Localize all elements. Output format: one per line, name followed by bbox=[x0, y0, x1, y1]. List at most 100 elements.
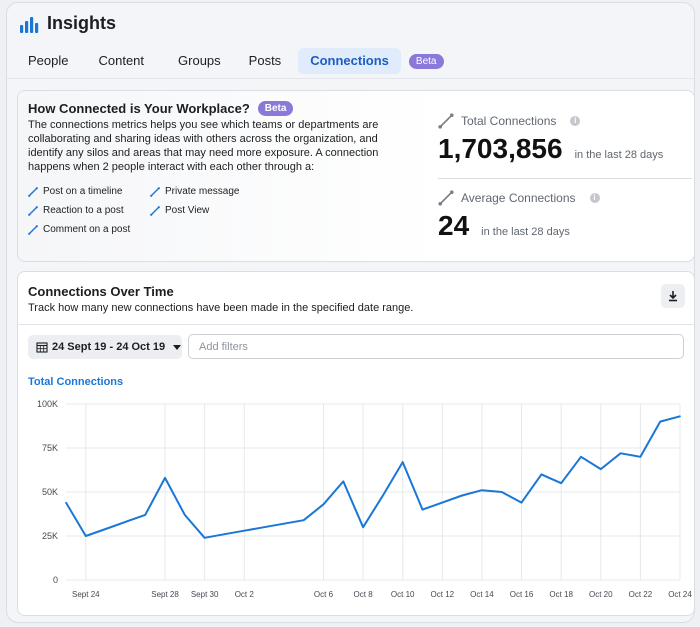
x-tick-label: Oct 20 bbox=[589, 590, 613, 599]
total-connections-value: 1,703,856 bbox=[438, 133, 563, 164]
data-point bbox=[362, 526, 364, 528]
data-point bbox=[520, 501, 523, 504]
method-item: Post on a timeline bbox=[28, 186, 123, 197]
card-divider bbox=[18, 324, 694, 325]
x-tick-label: Oct 8 bbox=[354, 590, 374, 599]
bar-chart-icon bbox=[20, 16, 39, 33]
download-button[interactable] bbox=[661, 284, 685, 308]
connection-line-icon bbox=[438, 190, 454, 206]
data-point bbox=[203, 536, 206, 539]
x-tick-label: Oct 18 bbox=[549, 590, 573, 599]
over-time-subtitle: Track how many new connections have been… bbox=[28, 302, 414, 314]
data-point bbox=[243, 529, 246, 532]
intro-title: How Connected is Your Workplace? bbox=[28, 101, 250, 116]
info-icon[interactable]: i bbox=[589, 193, 600, 203]
data-point bbox=[639, 456, 642, 458]
download-icon bbox=[669, 291, 677, 302]
data-point bbox=[85, 535, 87, 537]
data-point bbox=[124, 521, 127, 523]
connection-line-icon bbox=[150, 186, 160, 197]
average-connections-label: Average Connections bbox=[461, 191, 576, 205]
tab-content[interactable]: Content bbox=[98, 53, 145, 68]
connected-workplace-card: How Connected is Your Workplace? Beta Th… bbox=[17, 90, 694, 262]
data-point bbox=[540, 473, 543, 476]
data-point bbox=[401, 461, 404, 463]
data-point bbox=[382, 494, 384, 497]
chart-series-title: Total Connections bbox=[28, 376, 124, 388]
tab-bar: People Content Groups Posts Connections … bbox=[17, 48, 444, 74]
method-item: Post View bbox=[150, 205, 209, 216]
intro-title-row: How Connected is Your Workplace? Beta bbox=[28, 101, 294, 116]
method-item: Private message bbox=[150, 186, 239, 197]
data-point bbox=[679, 415, 681, 418]
data-point bbox=[65, 501, 67, 504]
intro-beta-badge: Beta bbox=[257, 101, 294, 116]
x-tick-label: Oct 2 bbox=[235, 590, 255, 599]
data-point bbox=[342, 480, 345, 483]
insights-window: Insights People Content Groups Posts Con… bbox=[6, 2, 695, 623]
data-point bbox=[481, 489, 483, 492]
data-point bbox=[302, 519, 305, 521]
total-connections-stat: Total Connections i 1,703,856 in the las… bbox=[438, 113, 663, 165]
stat-divider bbox=[438, 178, 692, 179]
data-point bbox=[659, 420, 661, 423]
x-tick-label: Sept 28 bbox=[151, 590, 179, 599]
data-point bbox=[500, 491, 503, 493]
data-point bbox=[322, 503, 325, 506]
tab-posts[interactable]: Posts bbox=[248, 53, 282, 68]
add-filters-input[interactable] bbox=[188, 334, 684, 359]
tab-people[interactable]: People bbox=[28, 53, 69, 68]
data-point bbox=[560, 482, 562, 484]
x-tick-label: Oct 16 bbox=[510, 590, 534, 599]
tab-beta-badge: Beta bbox=[408, 53, 444, 69]
data-point bbox=[223, 533, 226, 536]
data-point bbox=[184, 514, 186, 516]
x-tick-label: Sept 24 bbox=[72, 590, 100, 599]
method-item: Comment on a post bbox=[28, 224, 130, 235]
connections-line-chart: 100K 75K 50K 25K 0 Sept 24 Sept 28 Sept 30 Oct 2… bbox=[37, 399, 692, 599]
app-header: Insights bbox=[19, 13, 116, 34]
data-point bbox=[104, 528, 107, 530]
y-tick-label: 50K bbox=[42, 487, 58, 497]
x-tick-label: Oct 12 bbox=[431, 590, 455, 599]
date-range-label: 24 Sept 19 - 24 Oct 19 bbox=[52, 341, 166, 353]
y-tick-label: 25K bbox=[42, 531, 58, 541]
date-range-picker[interactable]: 24 Sept 19 - 24 Oct 19 bbox=[28, 335, 182, 359]
series-line bbox=[65, 415, 681, 539]
average-connections-value: 24 bbox=[438, 210, 470, 241]
average-connections-stat: Average Connections i 24 in the last 28 … bbox=[438, 190, 600, 242]
tab-connections[interactable]: Connections bbox=[298, 48, 401, 74]
y-tick-label: 100K bbox=[37, 399, 58, 409]
data-point bbox=[421, 508, 424, 511]
tab-divider bbox=[7, 78, 694, 79]
x-tick-label: Sept 30 bbox=[191, 590, 219, 599]
x-tick-label: Oct 10 bbox=[391, 590, 415, 599]
x-tick-label: Oct 24 bbox=[668, 590, 692, 599]
connection-line-icon bbox=[28, 205, 38, 216]
calendar-icon bbox=[36, 342, 48, 353]
connections-over-time-card: Connections Over Time Track how many new… bbox=[17, 271, 694, 616]
app-title: Insights bbox=[47, 13, 117, 33]
data-point bbox=[144, 514, 147, 516]
average-connections-period: in the last 28 days bbox=[481, 226, 570, 238]
data-point bbox=[461, 494, 463, 497]
chevron-down-icon bbox=[173, 344, 182, 350]
x-tick-label: Oct 14 bbox=[470, 590, 494, 599]
data-point bbox=[164, 477, 166, 479]
data-point bbox=[599, 468, 602, 470]
connection-line-icon bbox=[150, 205, 160, 216]
data-point bbox=[283, 522, 285, 525]
connection-line-icon bbox=[28, 224, 38, 235]
data-point bbox=[619, 452, 622, 455]
x-tick-label: Oct 6 bbox=[314, 590, 334, 599]
data-point bbox=[441, 501, 444, 504]
data-point bbox=[580, 456, 582, 458]
total-connections-label: Total Connections bbox=[461, 114, 557, 128]
tab-groups[interactable]: Groups bbox=[178, 53, 221, 68]
connection-line-icon bbox=[438, 113, 454, 129]
over-time-title: Connections Over Time bbox=[28, 284, 174, 299]
total-connections-period: in the last 28 days bbox=[574, 149, 664, 161]
y-tick-label: 0 bbox=[53, 575, 58, 585]
intro-description: The connections metrics helps you see wh… bbox=[28, 119, 379, 173]
info-icon[interactable]: i bbox=[570, 116, 581, 126]
